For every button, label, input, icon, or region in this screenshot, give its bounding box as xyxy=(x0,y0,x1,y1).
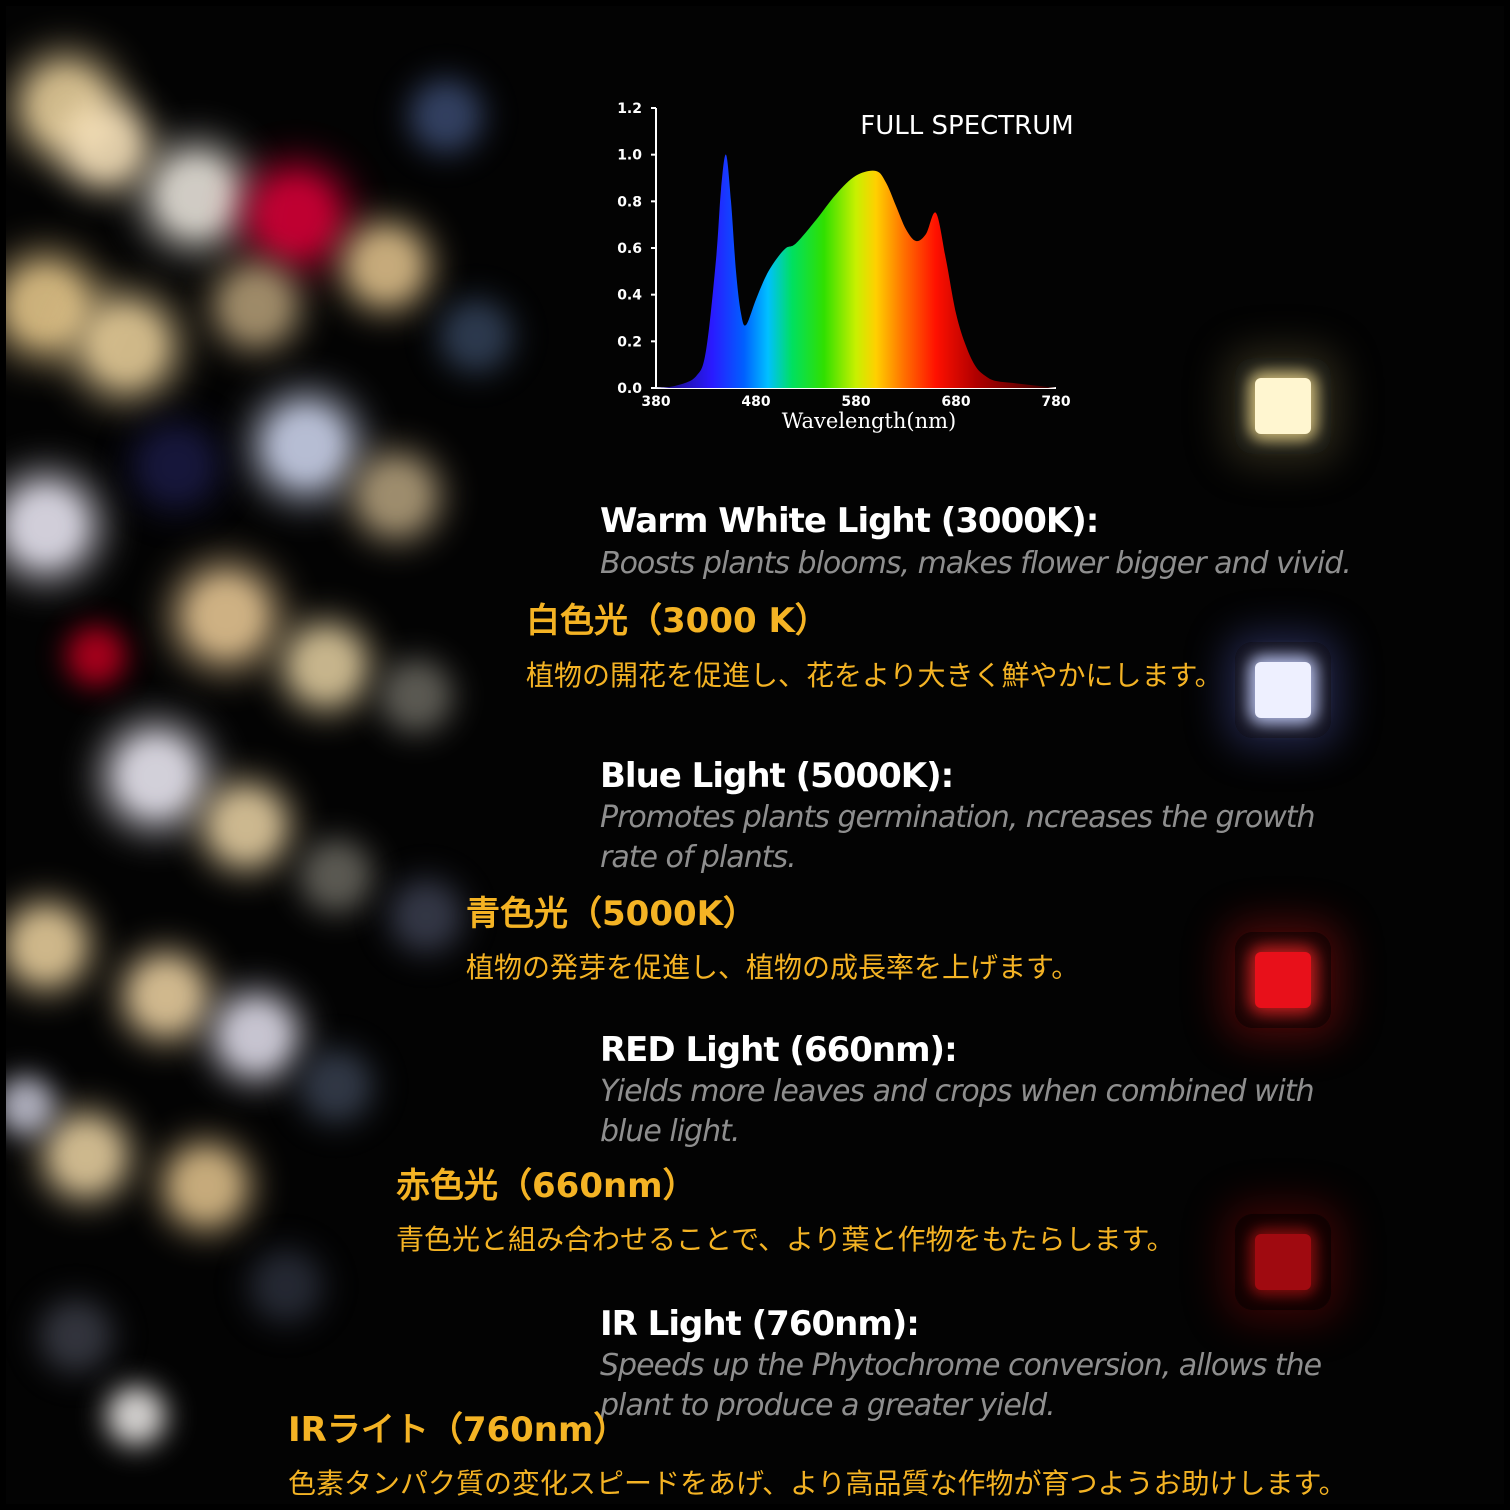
y-tick-label: 0.2 xyxy=(617,334,642,350)
bokeh-light xyxy=(11,491,81,561)
bokeh-light xyxy=(176,1156,236,1216)
y-tick-label: 0.4 xyxy=(617,288,642,304)
bokeh-light xyxy=(51,1311,101,1361)
warm-white-led-icon xyxy=(1235,358,1331,454)
spectrum-area xyxy=(656,154,1056,388)
blue-title: Blue Light (5000K): xyxy=(600,756,954,796)
warm-white-jp-description: 植物の開花を促進し、花をより大きく鮮やかにします。 xyxy=(526,659,1223,692)
bokeh-light xyxy=(401,891,451,941)
y-tick-label: 0.0 xyxy=(617,381,642,397)
bokeh-light xyxy=(261,181,331,251)
x-tick-label: 780 xyxy=(1041,394,1070,410)
blue-description: Promotes plants germination, ncreases th… xyxy=(600,800,1316,875)
bokeh-light xyxy=(451,311,501,361)
ir-jp-description: 色素タンパク質の変化スピードをあげ、より高品質な作物が育つようお助けします。 xyxy=(288,1467,1347,1500)
bokeh-light xyxy=(226,276,286,336)
blue-jp-title: 青色光（5000K） xyxy=(466,894,757,934)
bokeh-light xyxy=(76,116,136,176)
bokeh-light xyxy=(421,91,471,141)
red-jp-title: 赤色光（660nm） xyxy=(396,1166,697,1206)
ir-jp-title: IRライト（760nm） xyxy=(288,1410,628,1450)
bokeh-light xyxy=(91,311,161,381)
y-tick-label: 0.6 xyxy=(617,241,642,257)
bokeh-light xyxy=(311,851,361,901)
bokeh-light xyxy=(6,1086,46,1126)
y-tick-label: 0.8 xyxy=(617,194,642,210)
ir-description: Speeds up the Phytochrome conversion, al… xyxy=(600,1348,1322,1423)
bokeh-light xyxy=(116,1396,156,1436)
bokeh-light xyxy=(391,671,441,721)
bokeh-light xyxy=(216,796,276,856)
blue-led-icon xyxy=(1235,642,1331,738)
red-led-icon xyxy=(1235,932,1331,1028)
bokeh-light xyxy=(146,436,206,496)
ir-led-icon xyxy=(1235,1214,1331,1310)
warm-white-title: Warm White Light (3000K): xyxy=(600,501,1099,541)
bokeh-light xyxy=(76,636,116,676)
red-description: Yields more leaves and crops when combin… xyxy=(600,1074,1315,1149)
bokeh-light xyxy=(311,1061,361,1111)
bokeh-light xyxy=(271,411,341,481)
y-tick-label: 1.0 xyxy=(617,148,642,164)
x-tick-label: 680 xyxy=(941,394,970,410)
spectrum-chart: 0.0 0.2 0.4 0.6 0.8 1.0 1.2 380 480 580 680 780 FU… xyxy=(617,101,1074,433)
bokeh-light xyxy=(366,466,426,526)
blue-jp-description: 植物の発芽を促進し、植物の成長率を上げます。 xyxy=(466,951,1080,984)
bokeh-light xyxy=(161,161,231,231)
bokeh-light xyxy=(296,636,356,696)
x-tick-label: 580 xyxy=(841,394,870,410)
bokeh-light xyxy=(16,916,76,976)
bokeh-light xyxy=(136,966,196,1026)
warm-white-jp-title: 白色光（3000 K） xyxy=(526,601,829,641)
bokeh-light xyxy=(226,1006,286,1066)
red-jp-description: 青色光と組み合わせることで、より葉と作物をもたらします。 xyxy=(396,1223,1175,1256)
y-tick-label: 1.2 xyxy=(617,101,642,117)
bokeh-light xyxy=(261,1261,311,1311)
ir-title: IR Light (760nm): xyxy=(600,1304,920,1344)
warm-white-description: Boosts plants blooms, makes flower bigge… xyxy=(600,546,1352,581)
bokeh-light xyxy=(11,271,81,341)
product-image: 0.0 0.2 0.4 0.6 0.8 1.0 1.2 380 480 580 680 780 FU… xyxy=(6,6,1504,1504)
x-tick-label: 380 xyxy=(641,394,670,410)
x-tick-label: 480 xyxy=(741,394,770,410)
bokeh-light xyxy=(191,581,261,651)
red-title: RED Light (660nm): xyxy=(600,1030,958,1070)
bokeh-light xyxy=(121,741,191,811)
bokeh-light xyxy=(56,1126,116,1186)
x-axis-label: Wavelength(nm) xyxy=(782,409,956,433)
bokeh-light xyxy=(356,236,416,296)
chart-title: FULL SPECTRUM xyxy=(860,111,1073,141)
